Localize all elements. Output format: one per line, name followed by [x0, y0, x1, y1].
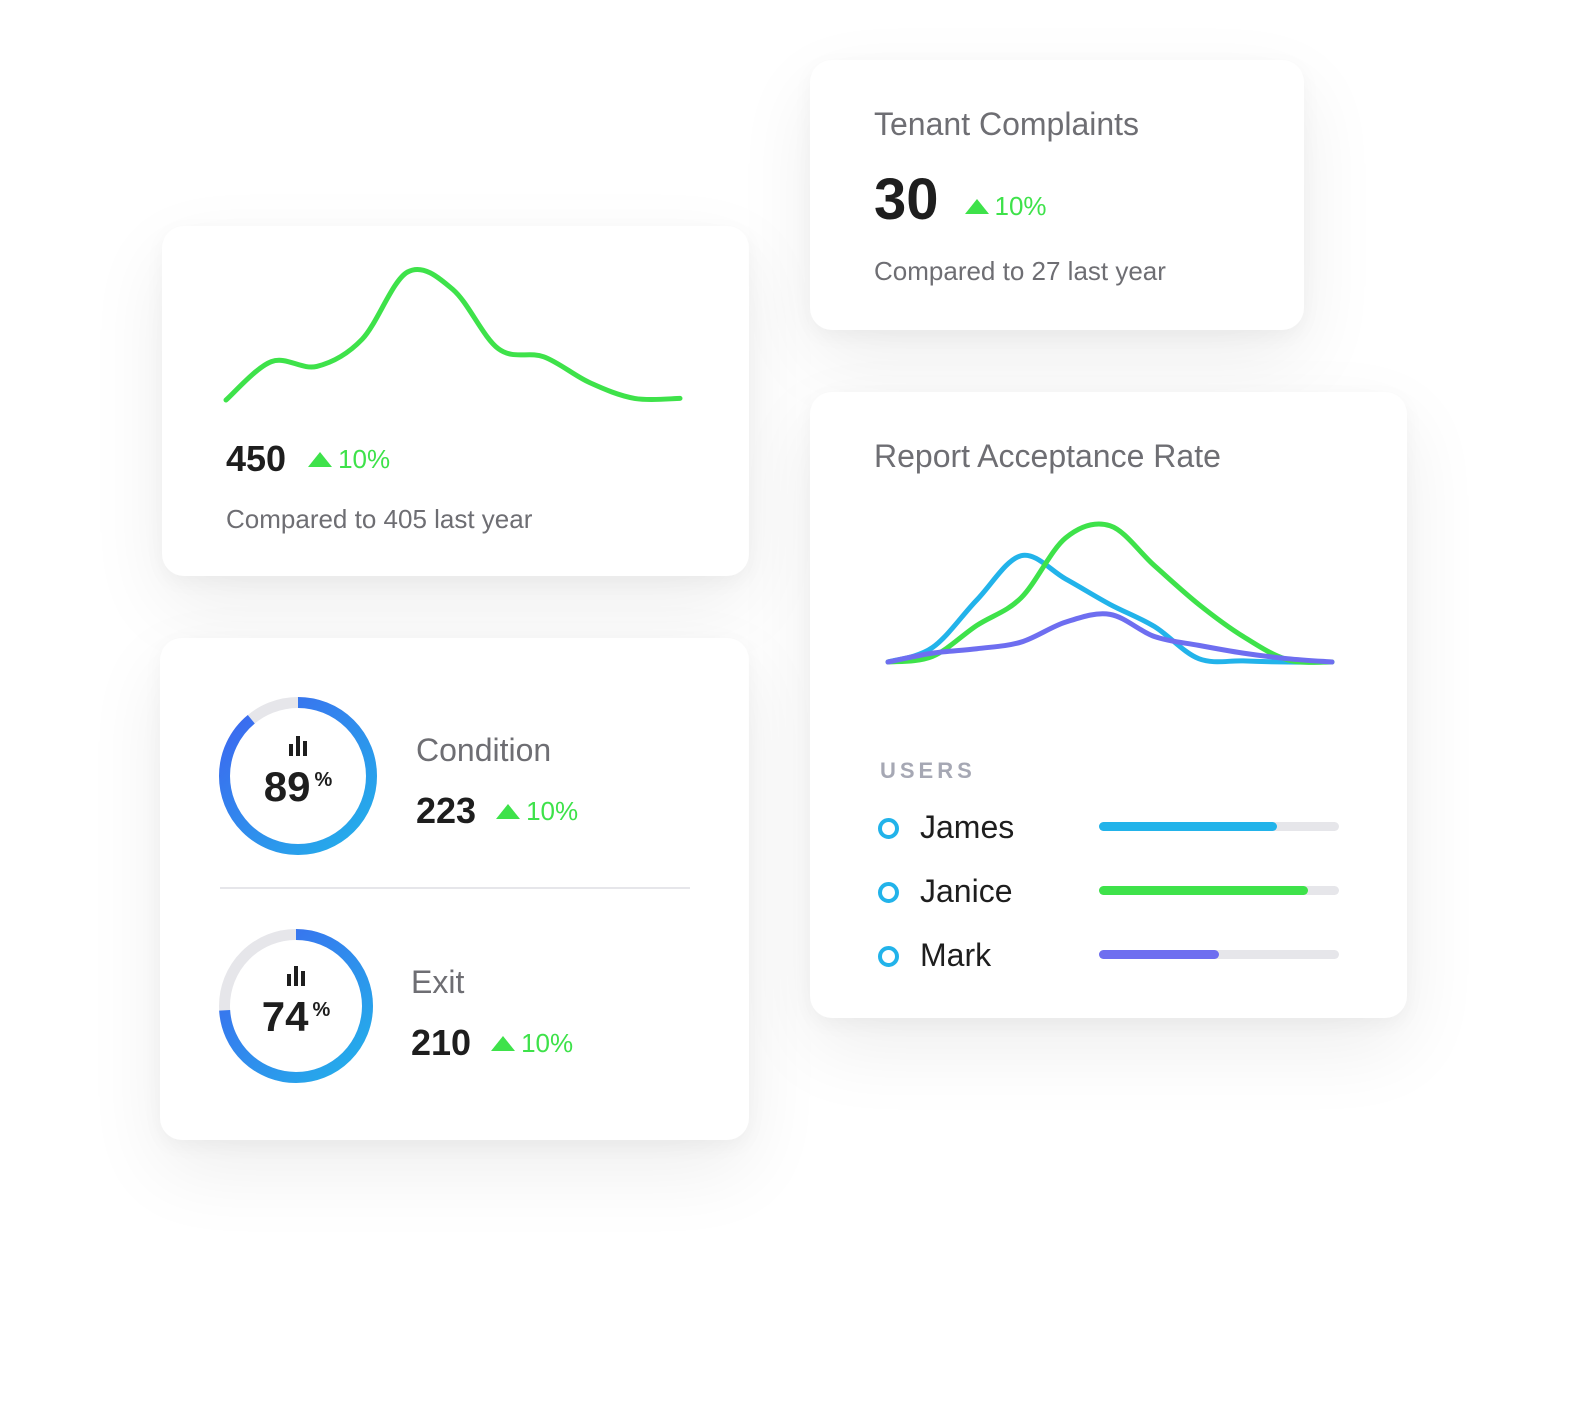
sparkline-chart [223, 266, 683, 403]
report-acceptance-title: Report Acceptance Rate [874, 438, 1221, 474]
exit-percent: 74 [261, 993, 309, 1040]
user-name: James [920, 809, 1015, 845]
exit-label: Exit [411, 964, 465, 1000]
user-progress-fill [1099, 822, 1277, 831]
radio-ring-icon [878, 946, 899, 967]
ring-item-exit: 74% [218, 928, 374, 1084]
acceptance-series-line-0 [885, 552, 1335, 665]
user-name: Janice [920, 873, 1013, 909]
condition-change: 10% [496, 796, 578, 827]
acceptance-chart [885, 521, 1335, 665]
users-heading: USERS [880, 758, 976, 783]
triangle-up-icon [308, 451, 333, 467]
exit-percent-symbol: % [312, 999, 331, 1021]
tenant-complaints-card: Tenant Complaints 30 10% Compared to 27 … [810, 60, 1304, 330]
tenant-complaints-compare-text: Compared to 27 last year [874, 256, 1166, 286]
radio-ring-icon [878, 882, 899, 903]
revenue-sparkline-card: 450 10% Compared to 405 last year [162, 226, 749, 576]
condition-ring [219, 697, 377, 855]
ring-item-condition: 89% [218, 696, 378, 856]
condition-value: 223 [416, 790, 477, 831]
condition-percent: 89 [263, 763, 311, 810]
radio-ring-icon [878, 818, 899, 839]
user-row-mark[interactable]: Mark [878, 932, 1348, 980]
sparkline-change-text: 10% [338, 443, 391, 474]
ring-progress-arc [219, 697, 377, 855]
bar-chart-icon [289, 736, 307, 756]
sparkline-compare-text: Compared to 405 last year [226, 504, 533, 534]
exit-change-text: 10% [521, 1027, 574, 1058]
user-name: Mark [920, 937, 992, 973]
exit-value: 210 [411, 1022, 472, 1063]
ring-progress-arc [219, 929, 373, 1083]
rings-divider [220, 887, 690, 889]
user-progress-fill [1099, 886, 1308, 895]
user-row-janice[interactable]: Janice [878, 868, 1348, 916]
user-row-james[interactable]: James [878, 804, 1348, 852]
report-acceptance-card: Report Acceptance Rate USERS James Janic… [810, 392, 1407, 1018]
tenant-complaints-change-text: 10% [994, 191, 1047, 221]
user-progress-track [1099, 822, 1339, 831]
condition-percent-symbol: % [314, 769, 333, 791]
user-progress-track [1099, 950, 1339, 959]
user-progress-fill [1099, 950, 1219, 959]
acceptance-series-line-1 [885, 521, 1335, 665]
tenant-complaints-title: Tenant Complaints [874, 106, 1140, 142]
sparkline-change: 10% [308, 444, 390, 475]
acceptance-series-line-2 [885, 611, 1335, 665]
sparkline-value: 450 [226, 438, 287, 479]
triangle-up-icon [491, 1035, 516, 1051]
triangle-up-icon [496, 803, 521, 819]
condition-label: Condition [416, 732, 552, 768]
bar-chart-icon [287, 966, 305, 986]
tenant-complaints-change: 10% [964, 191, 1047, 222]
user-progress-track [1099, 886, 1339, 895]
exit-ring [219, 929, 373, 1083]
triangle-up-icon [964, 199, 989, 214]
tenant-complaints-value: 30 [874, 167, 939, 232]
progress-rings-card: 89% Condition 223 10% 74% Exit 210 [160, 638, 749, 1140]
exit-change: 10% [491, 1028, 573, 1059]
sparkline-series-line [223, 266, 683, 403]
condition-change-text: 10% [526, 795, 579, 826]
